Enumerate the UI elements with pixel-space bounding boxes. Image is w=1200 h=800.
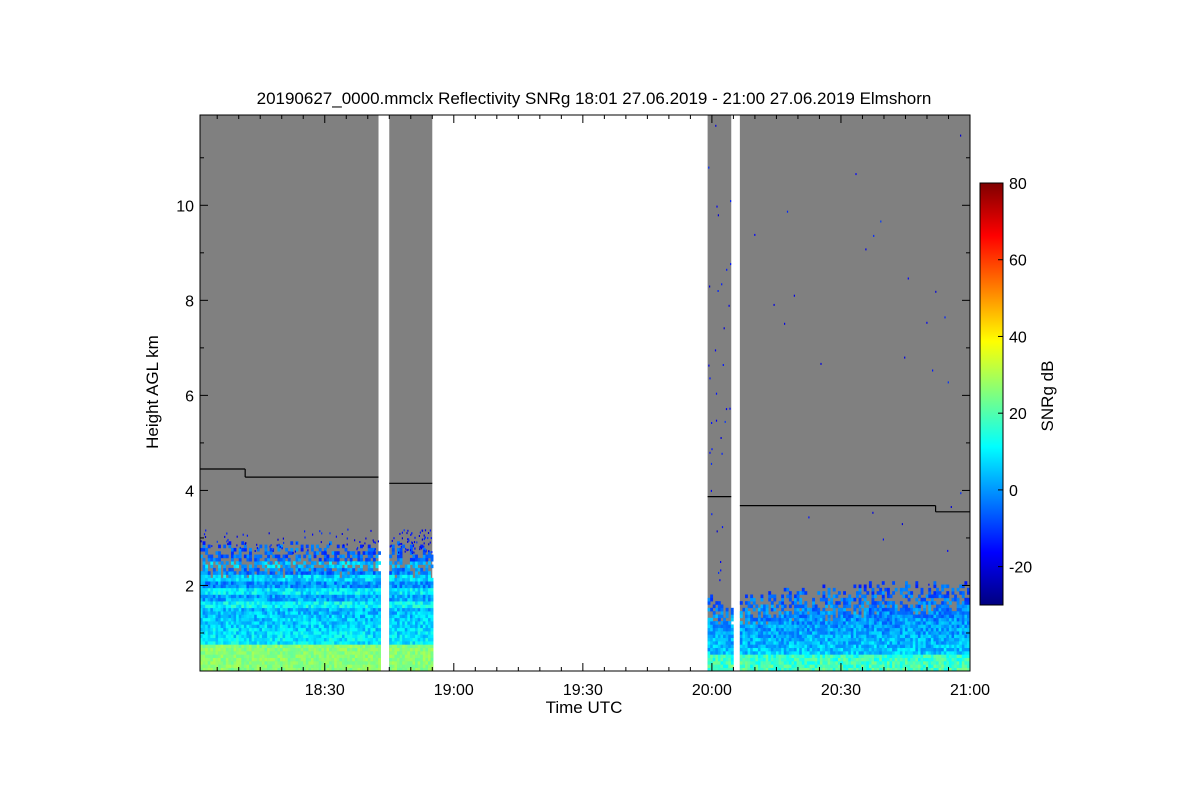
data-segment-3	[707, 115, 732, 671]
colorbar-tick-label-3: 20	[1009, 406, 1027, 423]
x-tick-label-1: 18:30	[305, 682, 345, 699]
y-axis-ticks: 2 4 6 8 10	[176, 157, 970, 634]
y-tick-label-1: 2	[185, 578, 194, 595]
colorbar-tick-label-6: 80	[1009, 176, 1027, 193]
echo-layer	[200, 541, 970, 671]
y-tick-label-3: 6	[185, 388, 194, 405]
x-tick-label-6: 21:00	[950, 682, 990, 699]
plot-frame	[199, 114, 971, 672]
colorbar-tick-label-2: 0	[1009, 483, 1018, 500]
noise-speckle	[200, 124, 970, 586]
colorbar-tick-label-1: -20	[1009, 560, 1032, 577]
x-axis-ticks: 18:30 19:00 19:30 20:00 20:30 21:00	[216, 115, 990, 699]
x-tick-label-4: 20:00	[692, 682, 732, 699]
x-tick-label-2: 19:00	[434, 682, 474, 699]
colorbar-tick-label-5: 60	[1009, 253, 1027, 270]
chart-title: 20190627_0000.mmclx Reflectivity SNRg 18…	[257, 89, 932, 108]
colorbar: -20 0 20 40 60 80	[979, 176, 1032, 606]
colorbar-gradient	[979, 182, 1004, 606]
echo-top-line	[200, 468, 970, 513]
data-segments	[200, 115, 970, 671]
colorbar-tick-label-4: 40	[1009, 329, 1027, 346]
x-tick-label-3: 19:30	[563, 682, 603, 699]
y-tick-label-5: 10	[176, 198, 194, 215]
x-tick-label-5: 20:30	[821, 682, 861, 699]
colorbar-label: SNRg dB	[1038, 361, 1057, 432]
y-axis-label: Height AGL km	[143, 335, 162, 449]
y-tick-label-4: 8	[185, 293, 194, 310]
x-axis-label: Time UTC	[546, 698, 623, 717]
colorbar-ticks: -20 0 20 40 60 80	[998, 176, 1032, 577]
data-segment-4	[739, 115, 970, 671]
plot-area: 18:30 19:00 19:30 20:00 20:30 21:00 2 4 6 8 10	[176, 114, 990, 699]
y-tick-label-2: 4	[185, 483, 194, 500]
